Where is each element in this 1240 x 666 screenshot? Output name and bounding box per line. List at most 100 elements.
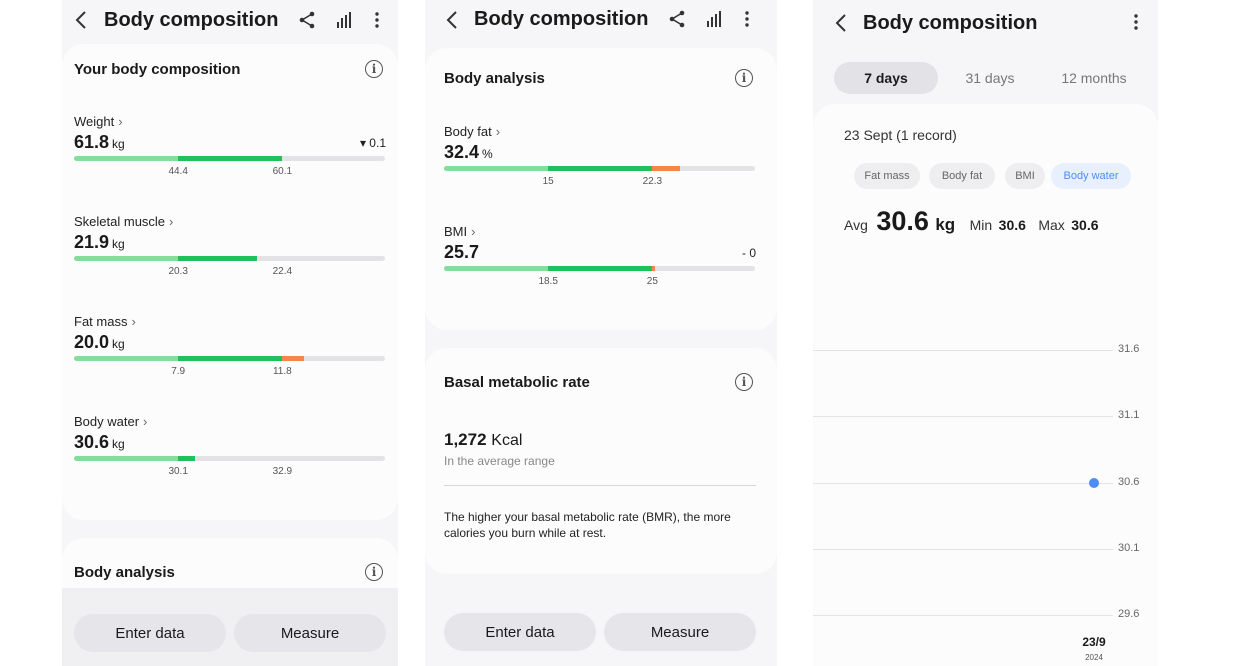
share-icon[interactable] bbox=[669, 10, 685, 33]
tab-31-days[interactable]: 31 days bbox=[965, 70, 1015, 86]
bmr-description: The higher your basal metabolic rate (BM… bbox=[444, 510, 731, 540]
chevron-right-icon: › bbox=[169, 214, 174, 229]
chip-body-fat[interactable]: Body fat bbox=[929, 163, 995, 189]
y-tick-label: 31.6 bbox=[1118, 343, 1140, 355]
enter-data-button[interactable]: Enter data bbox=[444, 613, 596, 651]
range-tick-label: 60.1 bbox=[272, 166, 293, 177]
section-title: Basal metabolic rate bbox=[444, 374, 590, 391]
range-tick-label: 44.4 bbox=[168, 166, 188, 177]
chip-bmi[interactable]: BMI bbox=[1005, 163, 1045, 189]
range-tick-label: 22.4 bbox=[272, 266, 293, 277]
back-arrow-icon[interactable] bbox=[834, 13, 848, 38]
measure-button[interactable]: Measure bbox=[234, 614, 386, 652]
info-icon[interactable]: i bbox=[735, 69, 753, 87]
metric-label[interactable]: Weight › bbox=[74, 114, 123, 129]
bar-low-segment bbox=[74, 256, 179, 261]
chart-icon[interactable] bbox=[706, 10, 722, 33]
measure-button[interactable]: Measure bbox=[604, 613, 756, 651]
body-analysis-card: Body analysis i Body fat › 32.4% 15 22.3 BMI ›… bbox=[425, 48, 777, 330]
bar-low-segment bbox=[74, 356, 179, 361]
bar-normal-segment bbox=[178, 356, 283, 361]
more-options-icon[interactable] bbox=[745, 10, 749, 33]
metric-bar bbox=[74, 456, 385, 461]
bmr-value: 1,272 Kcal bbox=[444, 430, 523, 449]
metric-value: 20.0 kg bbox=[74, 332, 125, 352]
bar-normal-segment bbox=[548, 266, 653, 271]
avg-unit: kg bbox=[935, 215, 956, 234]
metric-label[interactable]: Body water › bbox=[74, 414, 148, 429]
bar-low-segment bbox=[444, 266, 549, 271]
back-arrow-icon[interactable] bbox=[74, 10, 88, 34]
metric-bar bbox=[444, 166, 755, 171]
chevron-right-icon: › bbox=[118, 114, 123, 129]
chevron-right-icon: › bbox=[131, 314, 136, 329]
data-point[interactable] bbox=[1089, 477, 1099, 488]
y-tick-label: 29.6 bbox=[1118, 608, 1140, 620]
chevron-right-icon: › bbox=[495, 124, 501, 139]
info-icon[interactable]: i bbox=[365, 60, 383, 78]
metric-label[interactable]: Skeletal muscle › bbox=[74, 214, 174, 229]
tab-12-months[interactable]: 12 months bbox=[1061, 70, 1127, 86]
section-title: Body analysis bbox=[74, 564, 175, 581]
metric-delta: ▾ 0.1 bbox=[359, 136, 386, 150]
more-options-icon[interactable] bbox=[1134, 13, 1138, 36]
x-tick-sublabel: 2024 bbox=[1085, 653, 1103, 662]
back-arrow-icon[interactable] bbox=[445, 10, 459, 35]
y-tick-label: 30.6 bbox=[1118, 475, 1140, 488]
chip-fat-mass[interactable]: Fat mass bbox=[854, 163, 920, 189]
x-tick-label: 23/9 bbox=[1082, 635, 1106, 649]
grid-line bbox=[813, 416, 1113, 418]
metric-bar bbox=[74, 356, 385, 361]
section-title: Your body composition bbox=[74, 61, 241, 78]
bmr-card: Basal metabolic rate i 1,272 Kcal In the… bbox=[425, 348, 777, 574]
bar-normal-segment bbox=[178, 456, 196, 461]
bar-low-segment bbox=[74, 156, 179, 161]
range-tick-label: 22.3 bbox=[642, 176, 663, 187]
range-tick-label: 7.9 bbox=[171, 366, 186, 377]
range-tick-label: 18.5 bbox=[538, 276, 558, 287]
metric-value: 21.9 kg bbox=[74, 232, 125, 252]
metric-label[interactable]: Fat mass › bbox=[74, 314, 136, 329]
panel-body-analysis: Body composition Body analysis i Body fa… bbox=[425, 0, 777, 666]
bar-normal-segment bbox=[178, 256, 258, 261]
info-icon[interactable]: i bbox=[735, 373, 753, 391]
chevron-right-icon: › bbox=[143, 414, 148, 429]
metric-bar bbox=[74, 156, 385, 161]
avg-value: 30.6 bbox=[876, 206, 929, 236]
share-icon[interactable] bbox=[299, 11, 315, 34]
min-label: Min bbox=[969, 217, 993, 233]
range-tick-label: 15 bbox=[542, 176, 554, 187]
range-tick-label: 32.9 bbox=[272, 466, 293, 477]
chip-body-water[interactable]: Body water bbox=[1051, 163, 1131, 189]
bar-high-segment bbox=[652, 166, 681, 171]
more-options-icon[interactable] bbox=[375, 11, 379, 34]
page-title: Body composition bbox=[863, 12, 1038, 34]
bar-normal-segment bbox=[178, 156, 283, 161]
range-tick-label: 25 bbox=[646, 276, 658, 287]
enter-data-button[interactable]: Enter data bbox=[74, 614, 226, 652]
bar-high-segment bbox=[652, 266, 656, 271]
info-icon[interactable]: i bbox=[365, 563, 383, 581]
metric-label[interactable]: Body fat › bbox=[444, 124, 501, 139]
range-tick-label: 11.8 bbox=[272, 366, 292, 377]
page-title: Body composition bbox=[474, 8, 649, 30]
max-label: Max bbox=[1038, 217, 1065, 233]
metric-delta: - 0 bbox=[741, 246, 756, 260]
avg-label: Avg bbox=[844, 217, 868, 233]
max-value: 30.6 bbox=[1071, 217, 1099, 233]
panel-body-composition-overview: Body composition Your body composition i… bbox=[62, 0, 398, 666]
divider bbox=[444, 485, 756, 486]
trend-card: 23 Sept (1 record) Fat mass Body fat BMI Bo… bbox=[813, 104, 1158, 666]
bar-normal-segment bbox=[548, 166, 653, 171]
section-title: Body analysis bbox=[444, 70, 545, 87]
grid-line bbox=[813, 482, 1113, 484]
y-tick-label: 31.1 bbox=[1118, 409, 1140, 422]
bmr-status: In the average range bbox=[444, 454, 555, 468]
body-composition-card: Your body composition i Weight › 61.8 kg ▾ 0… bbox=[62, 44, 398, 520]
bar-low-segment bbox=[444, 166, 549, 171]
record-date: 23 Sept (1 record) bbox=[844, 127, 957, 143]
metric-label[interactable]: BMI › bbox=[444, 224, 476, 239]
metric-bar bbox=[74, 256, 385, 261]
tab-7-days[interactable]: 7 days bbox=[834, 62, 938, 94]
chart-icon[interactable] bbox=[336, 11, 352, 34]
